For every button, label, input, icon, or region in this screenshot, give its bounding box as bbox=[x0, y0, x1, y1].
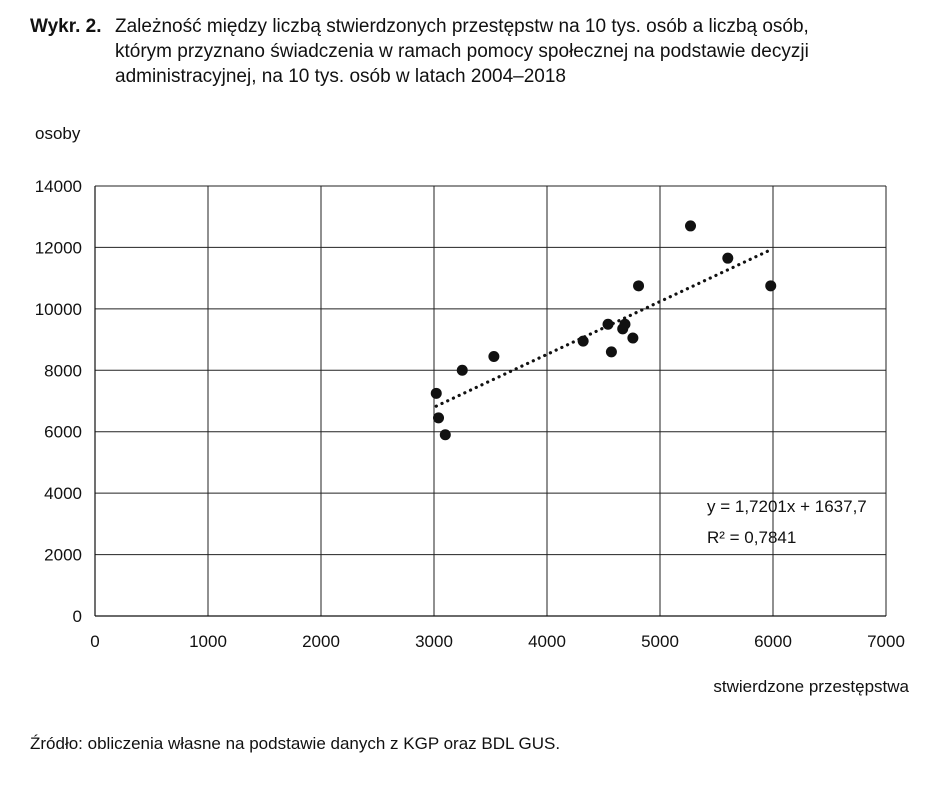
data-points bbox=[430, 220, 777, 441]
x-tick-label: 4000 bbox=[528, 632, 566, 651]
trendline-equation: y = 1,7201x + 1637,7 R² = 0,7841 bbox=[707, 497, 867, 547]
y-tick-label: 12000 bbox=[35, 238, 82, 257]
x-tick-label: 6000 bbox=[754, 632, 792, 651]
tick-labels: 0 1000 2000 3000 4000 5000 6000 7000 0 2000 4000 60… bbox=[35, 177, 905, 651]
figure-title: Wykr. 2. Zależność między liczbą stwierd… bbox=[30, 14, 910, 89]
source-note: Źródło: obliczenia własne na podstawie d… bbox=[30, 734, 561, 753]
x-tick-label: 3000 bbox=[415, 632, 453, 651]
title-line-3: administracyjnej, na 10 tys. osób w lata… bbox=[115, 66, 566, 87]
y-axis-label: osoby bbox=[35, 124, 81, 143]
y-tick-label: 4000 bbox=[44, 484, 82, 503]
trendline-line bbox=[434, 248, 773, 408]
y-tick-label: 0 bbox=[73, 607, 82, 626]
data-point bbox=[605, 346, 617, 358]
y-tick-label: 2000 bbox=[44, 546, 82, 565]
y-tick-label: 8000 bbox=[44, 361, 82, 380]
data-point bbox=[488, 350, 500, 362]
data-point bbox=[722, 252, 734, 264]
x-tick-label: 5000 bbox=[641, 632, 679, 651]
data-point bbox=[433, 412, 445, 424]
x-tick-label: 2000 bbox=[302, 632, 340, 651]
data-point bbox=[633, 280, 645, 292]
data-point bbox=[765, 280, 777, 292]
figure-label: Wykr. 2. bbox=[30, 16, 102, 37]
trendline bbox=[434, 248, 773, 408]
figure-title-text: Zależność między liczbą stwierdzonych pr… bbox=[115, 14, 910, 89]
title-line-1: Zależność między liczbą stwierdzonych pr… bbox=[115, 16, 809, 37]
y-tick-label: 10000 bbox=[35, 300, 82, 319]
data-point bbox=[627, 332, 639, 344]
x-tick-label: 0 bbox=[90, 632, 99, 651]
data-point bbox=[602, 318, 614, 330]
y-tick-label: 14000 bbox=[35, 177, 82, 196]
r-squared-text: R² = 0,7841 bbox=[707, 528, 796, 547]
data-point bbox=[439, 429, 451, 441]
trendline-equation-text: y = 1,7201x + 1637,7 bbox=[707, 497, 867, 516]
data-point bbox=[619, 318, 631, 330]
y-tick-label: 6000 bbox=[44, 423, 82, 442]
x-tick-label: 7000 bbox=[867, 632, 905, 651]
data-point bbox=[456, 364, 468, 376]
x-axis-label: stwierdzone przestępstwa bbox=[713, 677, 909, 696]
axes bbox=[94, 186, 886, 617]
data-point bbox=[685, 220, 697, 232]
data-point bbox=[577, 335, 589, 347]
title-line-2: którym przyznano świadczenia w ramach po… bbox=[115, 41, 809, 62]
data-point bbox=[430, 387, 442, 399]
x-tick-label: 1000 bbox=[189, 632, 227, 651]
